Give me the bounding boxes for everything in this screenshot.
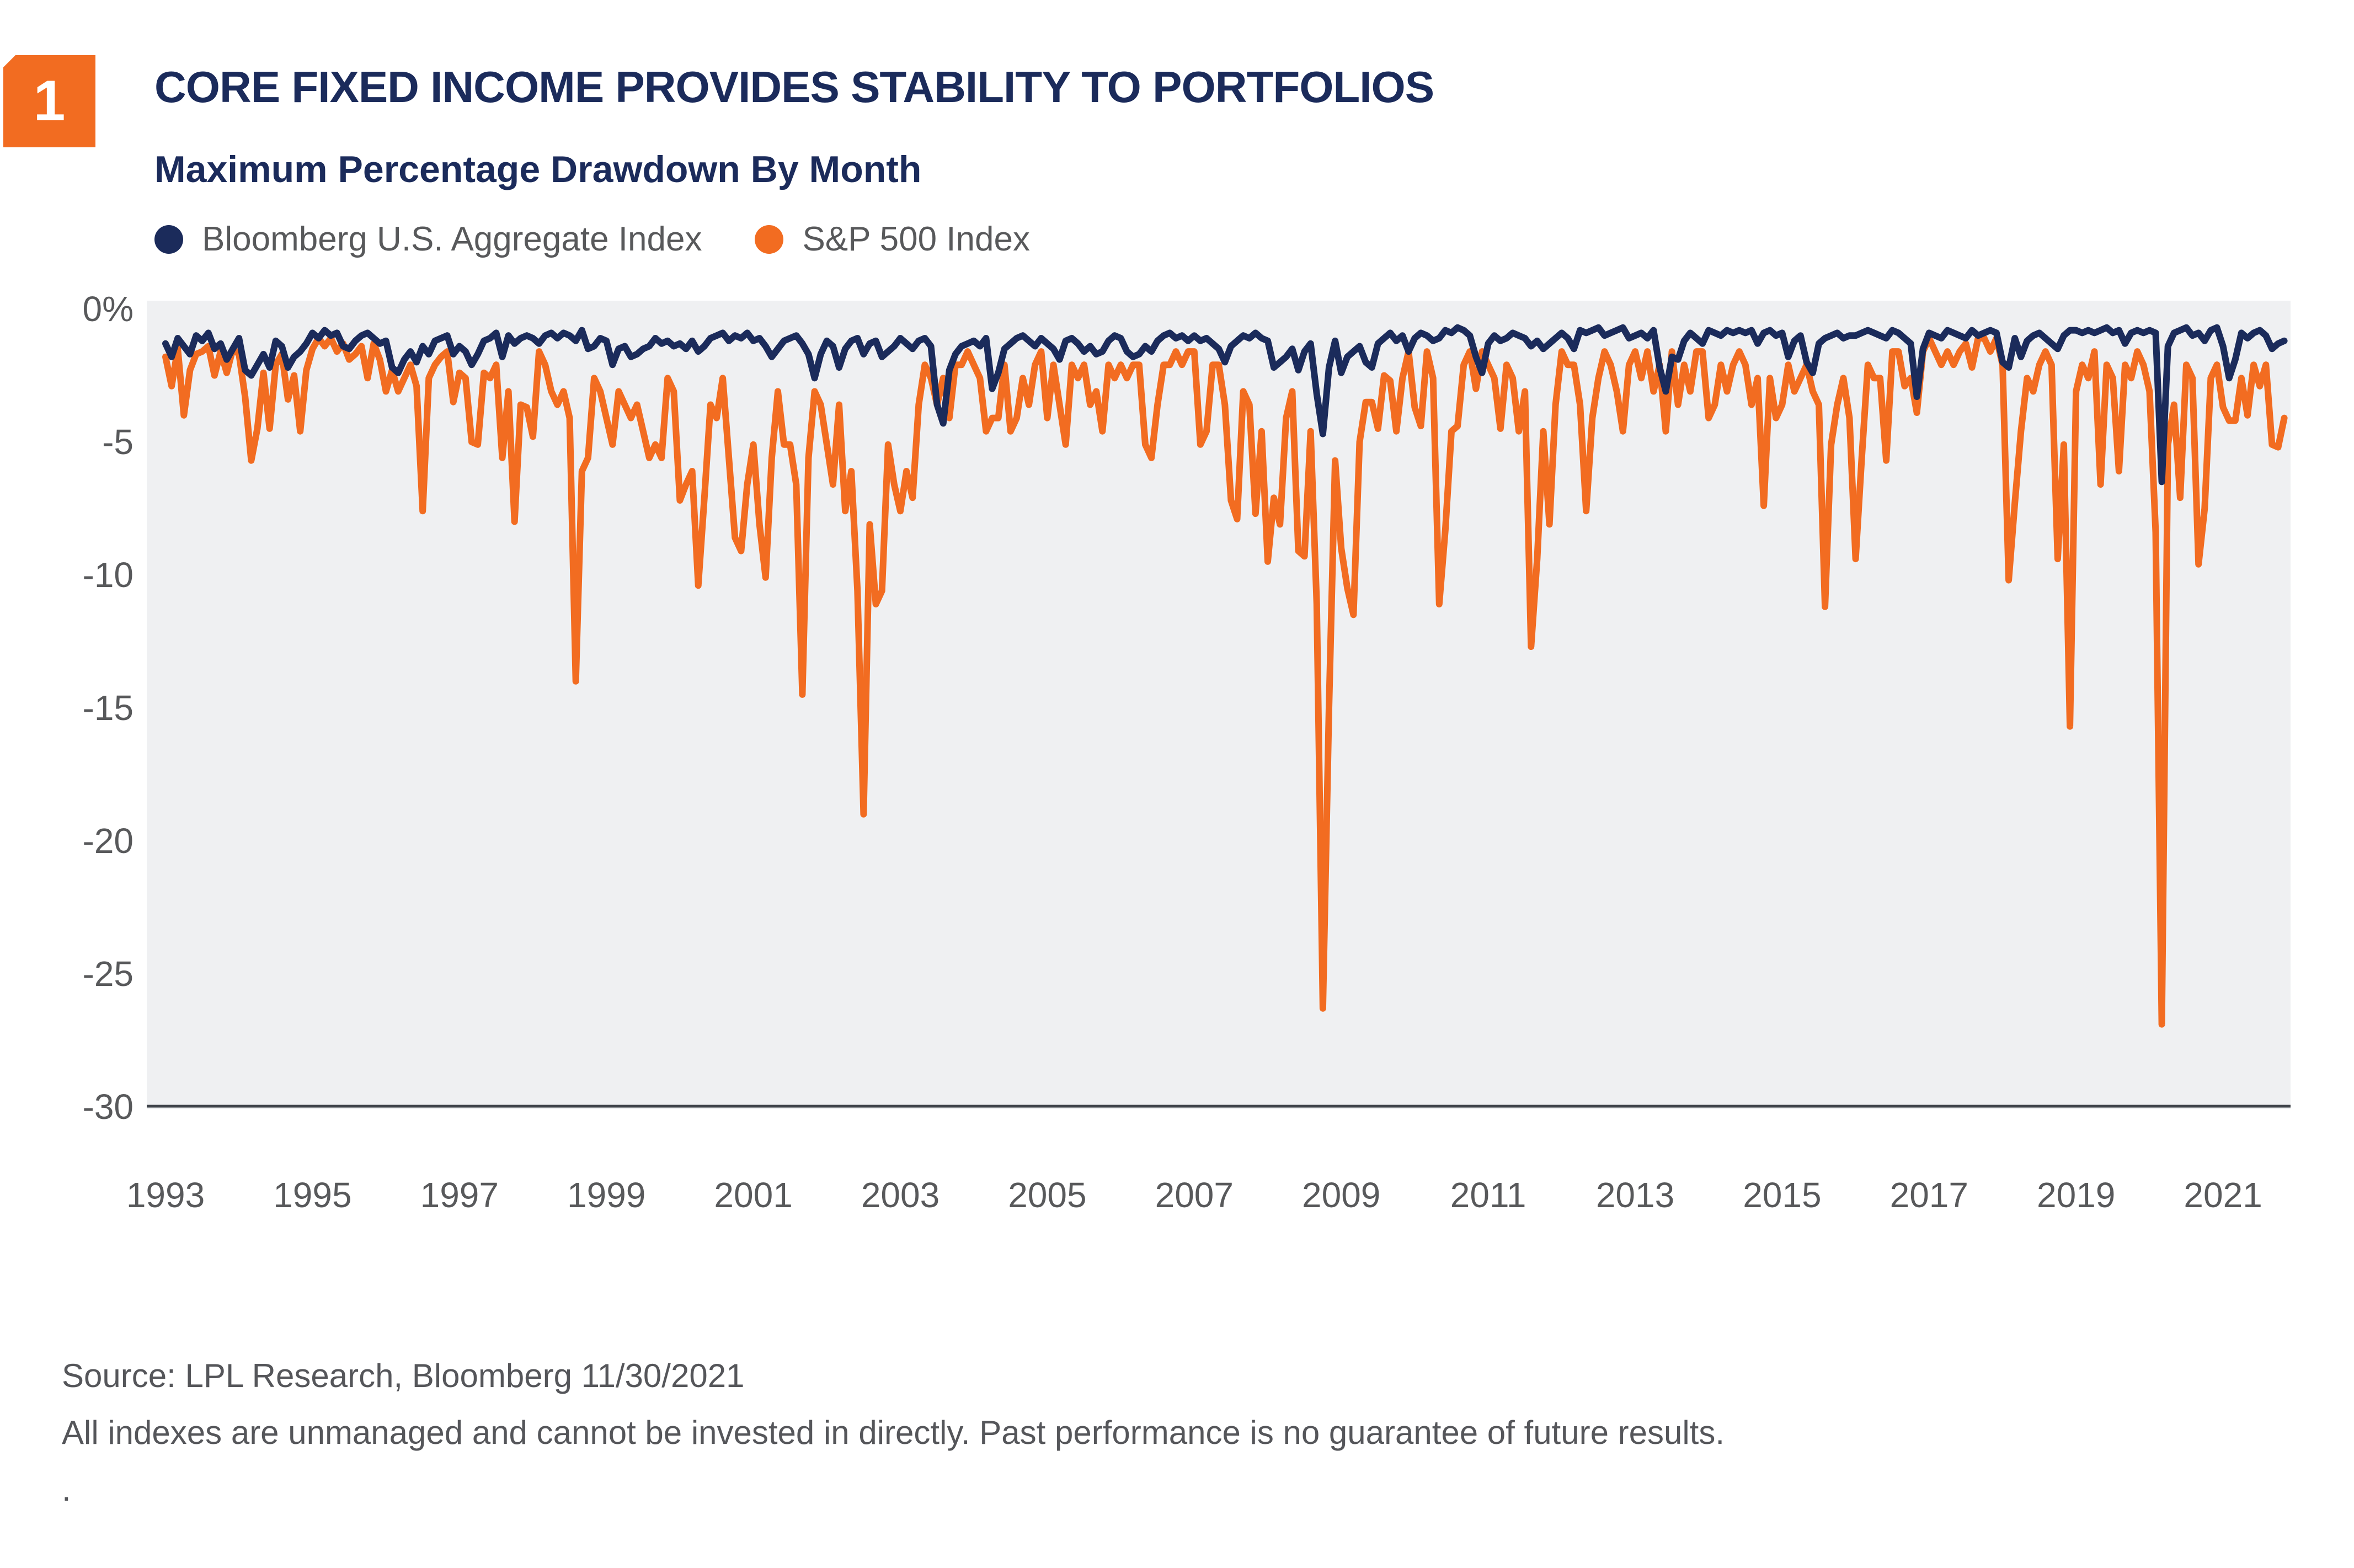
x-axis-label: 2015 [1743,1175,1821,1215]
y-axis-label: -20 [83,821,134,861]
trailing-dot-line: . [62,1471,71,1508]
legend-item-sp500-index: S&P 500 Index [755,220,1030,259]
y-axis-label: 0% [83,289,134,329]
x-axis-label: 2021 [2184,1175,2262,1215]
chart-legend: Bloomberg U.S. Aggregate Index S&P 500 I… [154,220,1030,259]
legend-dot-navy-icon [154,225,183,254]
aggregate-index-line [162,324,2288,486]
figure-number-badge: 1 [3,55,95,147]
source-line: Source: LPL Research, Bloomberg 11/30/20… [62,1357,745,1394]
x-axis-label: 2013 [1596,1175,1674,1215]
chart-title: CORE FIXED INCOME PROVIDES STABILITY TO … [154,62,1434,111]
disclaimer-line: All indexes are unmanaged and cannot be … [62,1414,1725,1452]
legend-item-aggregate-index: Bloomberg U.S. Aggregate Index [154,220,702,259]
x-axis-label: 2017 [1890,1175,1968,1215]
legend-label-aggregate-index: Bloomberg U.S. Aggregate Index [202,220,702,258]
figure-number: 1 [33,69,66,133]
x-axis-label: 2011 [1450,1175,1526,1215]
footer-notes: Source: LPL Research, Bloomberg 11/30/20… [62,1347,1725,1518]
y-axis-label: -15 [83,688,134,728]
x-axis-label: 2019 [2037,1175,2115,1215]
y-axis-label: -10 [83,555,134,595]
x-axis-label: 1995 [273,1175,351,1215]
x-axis-label: 1997 [420,1175,499,1215]
chart-subtitle: Maximum Percentage Drawdown By Month [154,148,922,190]
sp500-index-line [162,335,2288,1028]
x-axis-label: 1993 [126,1175,205,1215]
x-axis-label: 2007 [1155,1175,1234,1215]
y-axis-label: -30 [83,1087,134,1127]
x-axis-label: 2001 [714,1175,792,1215]
x-axis-label: 2005 [1008,1175,1086,1215]
y-axis-label: -5 [102,422,134,462]
x-axis-label: 1999 [567,1175,645,1215]
legend-label-sp500-index: S&P 500 Index [802,220,1030,258]
x-axis-label: 2009 [1302,1175,1380,1215]
y-axis-label: -25 [83,954,134,994]
legend-dot-orange-icon [755,225,784,254]
x-axis-label: 2003 [861,1175,940,1215]
